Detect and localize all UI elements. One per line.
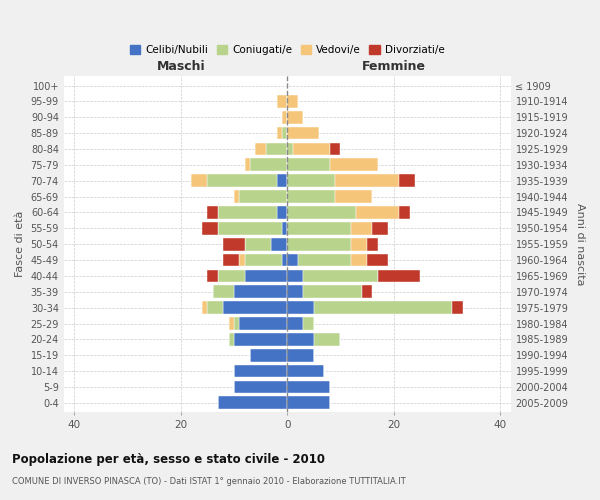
Y-axis label: Fasce di età: Fasce di età [15,211,25,278]
Bar [287,111,303,124]
Bar [287,396,330,409]
Bar [452,302,463,314]
Bar [282,111,287,124]
Bar [399,206,410,219]
Bar [208,270,218,282]
Bar [367,254,388,266]
Bar [218,222,282,234]
Bar [287,95,298,108]
Bar [234,365,287,378]
Y-axis label: Anni di nascita: Anni di nascita [575,203,585,285]
Bar [303,317,314,330]
Bar [287,270,303,282]
Bar [255,142,266,156]
Bar [287,142,293,156]
Bar [351,254,367,266]
Bar [245,254,282,266]
Bar [218,396,287,409]
Bar [362,286,373,298]
Bar [202,222,218,234]
Bar [287,174,335,187]
Bar [208,302,223,314]
Bar [208,206,218,219]
Bar [335,174,399,187]
Bar [266,142,287,156]
Bar [287,380,330,394]
Bar [335,190,373,203]
Bar [287,254,298,266]
Bar [245,158,250,171]
Bar [314,302,452,314]
Bar [282,127,287,140]
Bar [287,349,314,362]
Bar [223,238,245,250]
Bar [218,206,277,219]
Bar [223,254,239,266]
Bar [287,206,356,219]
Bar [234,190,239,203]
Bar [202,302,208,314]
Bar [191,174,208,187]
Bar [234,317,239,330]
Bar [239,254,245,266]
Bar [373,222,388,234]
Bar [287,302,314,314]
Bar [351,222,373,234]
Bar [367,238,377,250]
Bar [330,142,340,156]
Bar [303,286,362,298]
Bar [287,365,325,378]
Text: Maschi: Maschi [157,60,205,73]
Bar [277,206,287,219]
Bar [287,190,335,203]
Bar [229,333,234,345]
Text: COMUNE DI INVERSO PINASCA (TO) - Dati ISTAT 1° gennaio 2010 - Elaborazione TUTTI: COMUNE DI INVERSO PINASCA (TO) - Dati IS… [12,478,406,486]
Bar [239,190,287,203]
Bar [208,174,277,187]
Bar [277,95,287,108]
Bar [287,286,303,298]
Bar [351,238,367,250]
Bar [314,333,340,345]
Bar [293,142,330,156]
Bar [277,127,282,140]
Bar [287,127,319,140]
Bar [287,238,351,250]
Bar [282,254,287,266]
Bar [234,333,287,345]
Text: Femmine: Femmine [362,60,425,73]
Bar [287,222,351,234]
Bar [277,174,287,187]
Bar [213,286,234,298]
Bar [245,270,287,282]
Bar [356,206,399,219]
Bar [282,222,287,234]
Bar [287,317,303,330]
Bar [399,174,415,187]
Bar [218,270,245,282]
Bar [303,270,377,282]
Bar [234,380,287,394]
Bar [287,158,330,171]
Bar [298,254,351,266]
Bar [250,349,287,362]
Bar [234,286,287,298]
Bar [239,317,287,330]
Bar [223,302,287,314]
Text: Popolazione per età, sesso e stato civile - 2010: Popolazione per età, sesso e stato civil… [12,452,325,466]
Bar [377,270,420,282]
Bar [229,317,234,330]
Bar [245,238,271,250]
Bar [250,158,287,171]
Legend: Celibi/Nubili, Coniugati/e, Vedovi/e, Divorziati/e: Celibi/Nubili, Coniugati/e, Vedovi/e, Di… [125,41,449,59]
Bar [330,158,377,171]
Bar [287,333,314,345]
Bar [271,238,287,250]
